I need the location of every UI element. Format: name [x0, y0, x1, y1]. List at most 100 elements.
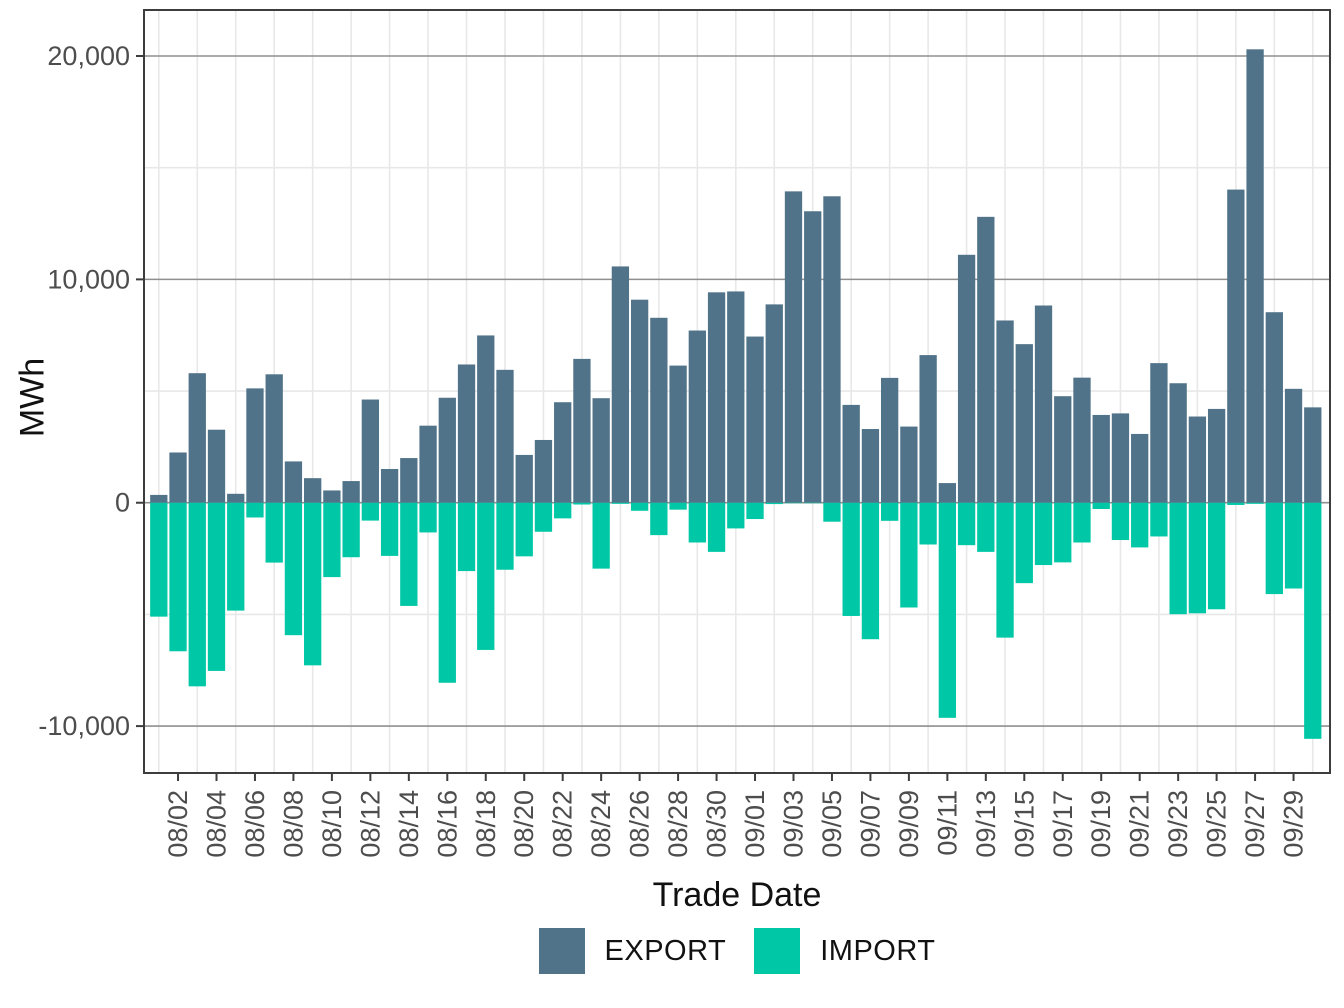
export-bar [554, 402, 572, 503]
export-bar [688, 330, 706, 503]
import-bar [304, 502, 322, 666]
export-bar [669, 365, 687, 503]
export-bar [823, 196, 841, 503]
export-bar [515, 454, 533, 503]
import-bar [1227, 502, 1245, 505]
import-bar [1150, 502, 1168, 537]
legend-swatch-import [754, 928, 801, 974]
export-bar [534, 439, 553, 503]
import-bar [419, 502, 437, 533]
export-bar [207, 429, 226, 503]
legend-item-export: EXPORT [538, 928, 727, 974]
import-bar [323, 502, 341, 578]
panel-border [143, 9, 1331, 774]
import-bar [765, 502, 783, 505]
import-bar [496, 502, 514, 570]
export-bar [727, 291, 745, 503]
import-bar [188, 502, 206, 687]
export-bar [1188, 416, 1207, 503]
x-tick-label: 08/20 [509, 790, 539, 858]
export-bar [496, 369, 514, 503]
export-bar [400, 458, 418, 503]
export-bar [1265, 312, 1283, 503]
x-tick-label: 08/02 [163, 790, 193, 858]
x-tick-label: 09/23 [1163, 790, 1193, 858]
import-bar [650, 502, 668, 536]
export-bar [611, 266, 630, 503]
export-bar [150, 494, 168, 503]
export-bar [746, 336, 764, 503]
export-bar [246, 388, 264, 503]
import-bar [1246, 502, 1264, 504]
x-tick-label: 09/11 [932, 790, 962, 856]
import-bar [265, 502, 283, 563]
export-bar [304, 478, 322, 503]
x-tick-label: 08/08 [278, 790, 308, 858]
legend-label-export: EXPORT [604, 934, 727, 967]
legend-label-import: IMPORT [820, 934, 936, 967]
x-tick-label: 09/27 [1240, 790, 1270, 858]
import-bar [727, 502, 745, 529]
export-bar [188, 373, 206, 503]
x-tick-label: 08/26 [625, 790, 655, 858]
x-tick-label: 08/16 [432, 790, 462, 858]
export-bar [630, 299, 649, 503]
x-tick-label: 08/04 [201, 790, 231, 858]
import-bar [477, 502, 495, 650]
export-bar [1207, 408, 1226, 503]
x-tick-label: 08/22 [548, 790, 578, 858]
x-tick-label: 09/17 [1048, 790, 1078, 858]
import-bar [592, 502, 610, 569]
import-bar [1188, 502, 1207, 614]
import-bar [207, 502, 226, 671]
export-bar [1284, 388, 1303, 503]
x-tick-label: 08/30 [702, 790, 732, 858]
import-bar [900, 502, 918, 608]
import-bar [881, 502, 899, 521]
y-tick-label: 0 [115, 488, 130, 518]
import-bar [457, 502, 476, 572]
import-bar [861, 502, 880, 640]
x-tick-label: 08/10 [317, 790, 347, 858]
import-bar [246, 502, 264, 518]
import-bar [919, 502, 937, 545]
export-bar [650, 317, 668, 503]
import-bar [1111, 502, 1130, 541]
import-bar [573, 502, 591, 505]
export-bar [1169, 383, 1187, 503]
import-bar [1054, 502, 1072, 563]
legend-item-import: IMPORT [754, 928, 935, 974]
import-bar [554, 502, 572, 519]
import-bar [169, 502, 187, 652]
export-bar [1092, 414, 1110, 503]
export-bar [784, 191, 803, 503]
export-bar [419, 425, 437, 503]
x-tick-label: 09/19 [1086, 790, 1116, 858]
export-bar [342, 481, 360, 503]
export-bar [227, 493, 245, 503]
import-bar [1092, 502, 1110, 509]
y-tick-label: 20,000 [47, 41, 130, 71]
import-bar [977, 502, 995, 552]
y-axis-title: MWh [13, 357, 52, 438]
x-tick-label: 09/07 [855, 790, 885, 858]
export-bar [361, 399, 380, 503]
x-tick-label: 08/06 [240, 790, 270, 858]
y-tick-label: -10,000 [38, 711, 130, 741]
import-bar [804, 502, 822, 504]
export-bar [804, 211, 822, 503]
export-bar [919, 355, 937, 503]
y-tick-label: 10,000 [47, 264, 130, 294]
export-bar [938, 483, 957, 503]
import-bar [957, 502, 976, 546]
export-bar [1054, 396, 1072, 503]
import-bar [1284, 502, 1303, 589]
x-tick-label: 08/28 [663, 790, 693, 858]
x-tick-label: 09/13 [971, 790, 1001, 858]
x-tick-label: 09/29 [1279, 790, 1309, 858]
export-bar [1073, 377, 1091, 503]
export-bar [1227, 189, 1245, 503]
import-bar [380, 502, 399, 556]
import-bar [688, 502, 706, 543]
